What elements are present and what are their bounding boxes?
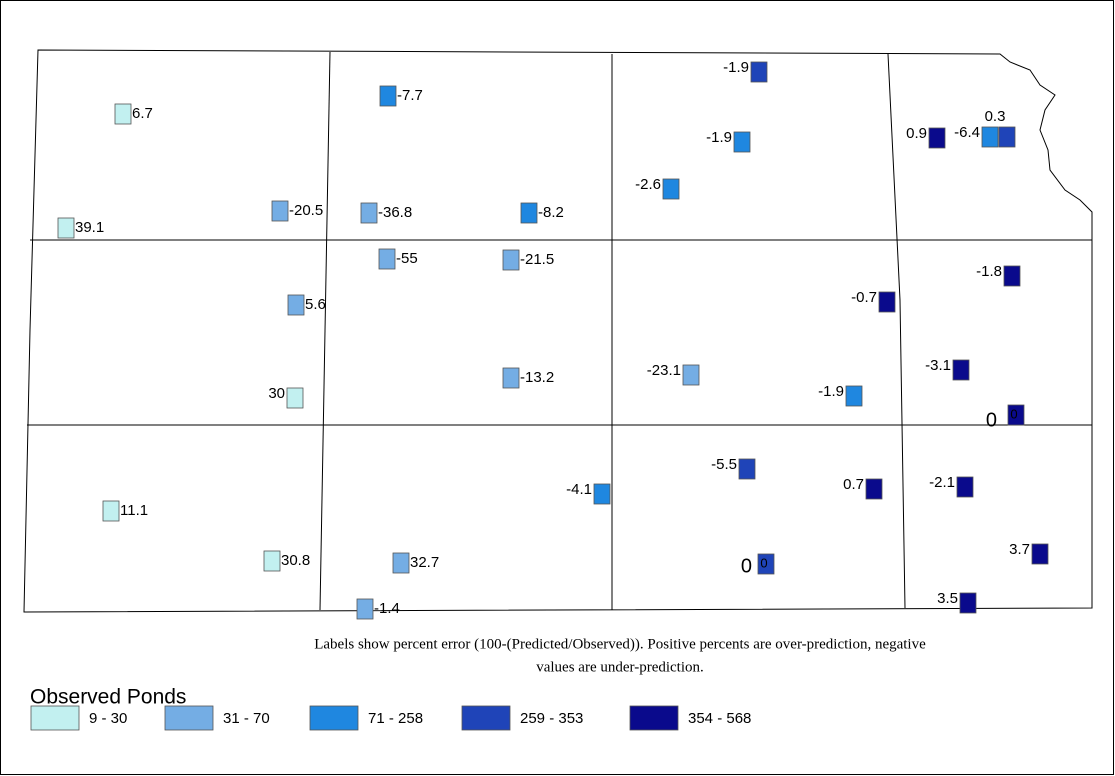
site-marker [392, 552, 410, 574]
legend-title: Observed Ponds [30, 686, 186, 709]
site-marker [662, 178, 680, 200]
site-marker [286, 387, 304, 409]
site-label: -1.9 [818, 383, 844, 400]
site-label: 3.7 [1009, 541, 1030, 558]
site-marker [263, 550, 281, 572]
site-label: -4.1 [566, 481, 592, 498]
site-marker [360, 202, 378, 224]
site-label: -1.8 [976, 263, 1002, 280]
site-label: 0 [1010, 406, 1017, 421]
site-label: -36.8 [378, 204, 412, 221]
site-label: 0 [986, 409, 997, 431]
site-label: -8.2 [538, 204, 564, 221]
legend-swatch [164, 705, 214, 731]
site-marker [956, 476, 974, 498]
site-label: 5.6 [305, 296, 326, 313]
site-label: -7.7 [397, 87, 423, 104]
site-marker [757, 553, 775, 575]
site-label: 0.3 [985, 108, 1006, 125]
site-label: -5.5 [711, 456, 737, 473]
site-marker [878, 291, 896, 313]
legend-label: 31 - 70 [223, 710, 270, 727]
site-marker [502, 249, 520, 271]
site-marker [593, 483, 611, 505]
caption-line: Labels show percent error (100-(Predicte… [314, 636, 926, 652]
site-label: -0.7 [851, 289, 877, 306]
state-outline [23, 49, 1093, 613]
site-marker [287, 294, 305, 316]
site-marker [998, 126, 1016, 148]
site-marker [378, 248, 396, 270]
site-label: -55 [396, 250, 418, 267]
site-label: 39.1 [75, 219, 104, 236]
site-marker [750, 61, 768, 83]
site-marker [682, 364, 700, 386]
site-label: 0 [760, 555, 767, 570]
site-marker [1003, 265, 1021, 287]
site-label: 0.9 [906, 125, 927, 142]
site-marker [845, 385, 863, 407]
site-label: -6.4 [954, 124, 980, 141]
site-marker [865, 478, 883, 500]
legend-label: 71 - 258 [368, 710, 423, 727]
site-label: -1.9 [706, 129, 732, 146]
site-label: 3.5 [937, 590, 958, 607]
site-label: 0.7 [843, 476, 864, 493]
legend-swatch [629, 705, 679, 731]
site-marker [356, 598, 374, 620]
site-marker [271, 200, 289, 222]
site-label: -2.1 [929, 474, 955, 491]
site-label: -1.9 [723, 59, 749, 76]
caption-line: values are under-prediction. [536, 659, 704, 675]
site-label: 32.7 [410, 554, 439, 571]
site-marker [1031, 543, 1049, 565]
site-label: -13.2 [520, 369, 554, 386]
legend-label: 259 - 353 [520, 710, 583, 727]
site-marker [738, 458, 756, 480]
legend-label: 9 - 30 [89, 710, 127, 727]
site-marker [1007, 404, 1025, 426]
site-label: -20.5 [289, 202, 323, 219]
site-label: 11.1 [120, 502, 148, 519]
site-label: 6.7 [132, 105, 153, 122]
site-marker [102, 500, 120, 522]
site-marker [520, 202, 538, 224]
site-label: 30.8 [281, 552, 310, 569]
site-label: -23.1 [647, 362, 681, 379]
site-label: 30 [268, 385, 285, 402]
site-marker [928, 127, 946, 149]
site-marker [379, 85, 397, 107]
legend-swatch [30, 705, 80, 731]
site-marker [733, 131, 751, 153]
site-label: -2.6 [635, 176, 661, 193]
site-marker [952, 359, 970, 381]
legend-label: 354 - 568 [688, 710, 751, 727]
site-label: 0 [741, 555, 752, 577]
site-marker [57, 217, 75, 239]
site-label: -21.5 [520, 251, 554, 268]
legend-swatch [309, 705, 359, 731]
site-marker [502, 367, 520, 389]
site-label: -1.4 [374, 600, 400, 617]
site-marker [114, 103, 132, 125]
site-label: -3.1 [925, 357, 951, 374]
legend-swatch [461, 705, 511, 731]
site-marker [981, 126, 999, 148]
site-marker [959, 592, 977, 614]
